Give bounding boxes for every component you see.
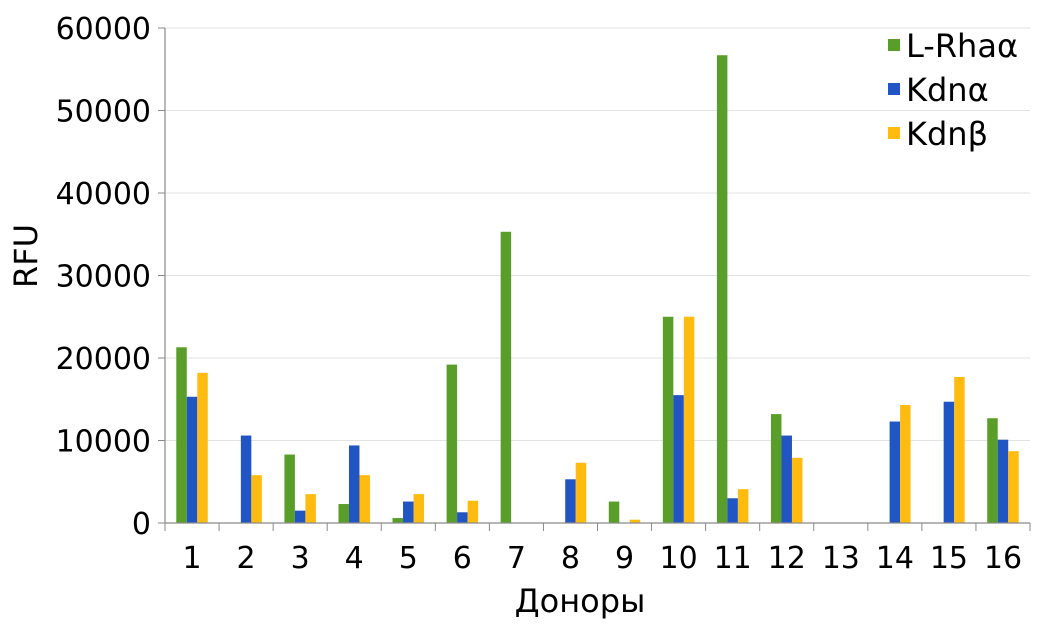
bar <box>683 316 695 523</box>
y-tick-label: 60000 <box>56 12 151 47</box>
legend-swatch <box>888 39 900 51</box>
bar <box>565 479 576 523</box>
bars <box>176 55 1019 523</box>
y-axis-title: RFU <box>7 224 45 288</box>
x-tick-labels: 1 2 3 4 5 6 7 8 9 10 11 12 13 14 15 16 <box>182 541 1022 576</box>
x-tick-label: 13 <box>822 541 860 576</box>
y-tick-label: 30000 <box>56 260 151 295</box>
bar <box>392 518 404 523</box>
bar <box>457 512 468 523</box>
bar <box>413 494 425 523</box>
gridlines <box>165 27 1030 441</box>
bar <box>467 500 479 523</box>
bar <box>954 376 965 523</box>
bar <box>737 489 749 523</box>
x-tick-label: 16 <box>984 541 1022 576</box>
bar <box>186 396 198 523</box>
bar <box>987 418 998 523</box>
y-tick-label: 40000 <box>56 177 151 212</box>
y-tick-label: 10000 <box>56 425 151 460</box>
y-tick-label: 50000 <box>56 95 151 130</box>
x-tick-label: 11 <box>714 541 752 576</box>
x-tick-label: 5 <box>399 541 418 576</box>
bar <box>446 364 458 523</box>
bar <box>500 231 512 523</box>
bar <box>662 316 674 523</box>
bar <box>294 510 306 523</box>
x-tick-label: 15 <box>930 541 968 576</box>
axes <box>158 27 1031 531</box>
x-tick-label: 14 <box>876 541 914 576</box>
bar <box>284 454 295 523</box>
x-tick-label: 9 <box>615 541 634 576</box>
bar <box>575 462 587 523</box>
legend-swatch <box>888 83 900 95</box>
legend-swatch <box>888 127 900 139</box>
bar <box>727 498 738 523</box>
x-tick-label: 10 <box>660 541 698 576</box>
bar <box>1008 451 1019 523</box>
bar <box>608 501 620 523</box>
x-tick-label: 12 <box>768 541 806 576</box>
bar <box>791 457 803 523</box>
x-tick-label: 1 <box>182 541 201 576</box>
bar <box>943 401 955 523</box>
bar <box>716 55 728 523</box>
bar <box>900 405 911 523</box>
bar <box>781 435 792 523</box>
x-tick-label: 4 <box>345 541 364 576</box>
legend-label: L-Rhaα <box>906 27 1018 65</box>
bar <box>251 475 262 523</box>
x-tick-label: 3 <box>291 541 310 576</box>
x-tick-label: 2 <box>237 541 256 576</box>
bar <box>240 435 252 523</box>
bar <box>176 347 187 523</box>
legend: L-Rhaα Kdnα Kdnβ <box>888 27 1018 153</box>
bar <box>403 501 414 523</box>
bar <box>359 475 370 523</box>
bar <box>338 504 349 523</box>
bar <box>673 395 684 523</box>
bar <box>770 414 782 523</box>
y-tick-labels: 0 10000 20000 30000 40000 50000 60000 <box>56 12 151 542</box>
bar <box>889 421 901 523</box>
x-tick-label: 7 <box>507 541 526 576</box>
legend-label: Kdnα <box>906 71 989 109</box>
x-tick-label: 6 <box>453 541 472 576</box>
y-tick-label: 0 <box>132 507 151 542</box>
bar <box>629 519 641 523</box>
bar <box>997 439 1009 523</box>
bar <box>348 445 360 523</box>
x-tick-label: 8 <box>561 541 580 576</box>
y-tick-label: 20000 <box>56 342 151 377</box>
bar <box>305 494 316 523</box>
bar <box>197 372 208 523</box>
x-axis-title: Доноры <box>515 582 646 620</box>
legend-label: Kdnβ <box>906 115 988 153</box>
